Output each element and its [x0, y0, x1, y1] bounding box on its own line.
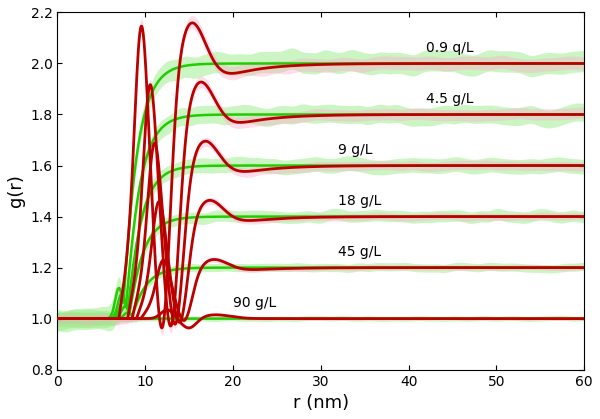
Y-axis label: g(r): g(r) — [7, 175, 25, 207]
Text: 90 g/L: 90 g/L — [233, 296, 277, 310]
Text: 9 g/L: 9 g/L — [338, 143, 373, 157]
Text: 45 g/L: 45 g/L — [338, 245, 382, 259]
Text: 4.5 g/L: 4.5 g/L — [426, 92, 474, 106]
X-axis label: r (nm): r (nm) — [293, 394, 349, 412]
Text: 0.9 q/L: 0.9 q/L — [426, 41, 474, 55]
Text: 18 g/L: 18 g/L — [338, 194, 382, 208]
